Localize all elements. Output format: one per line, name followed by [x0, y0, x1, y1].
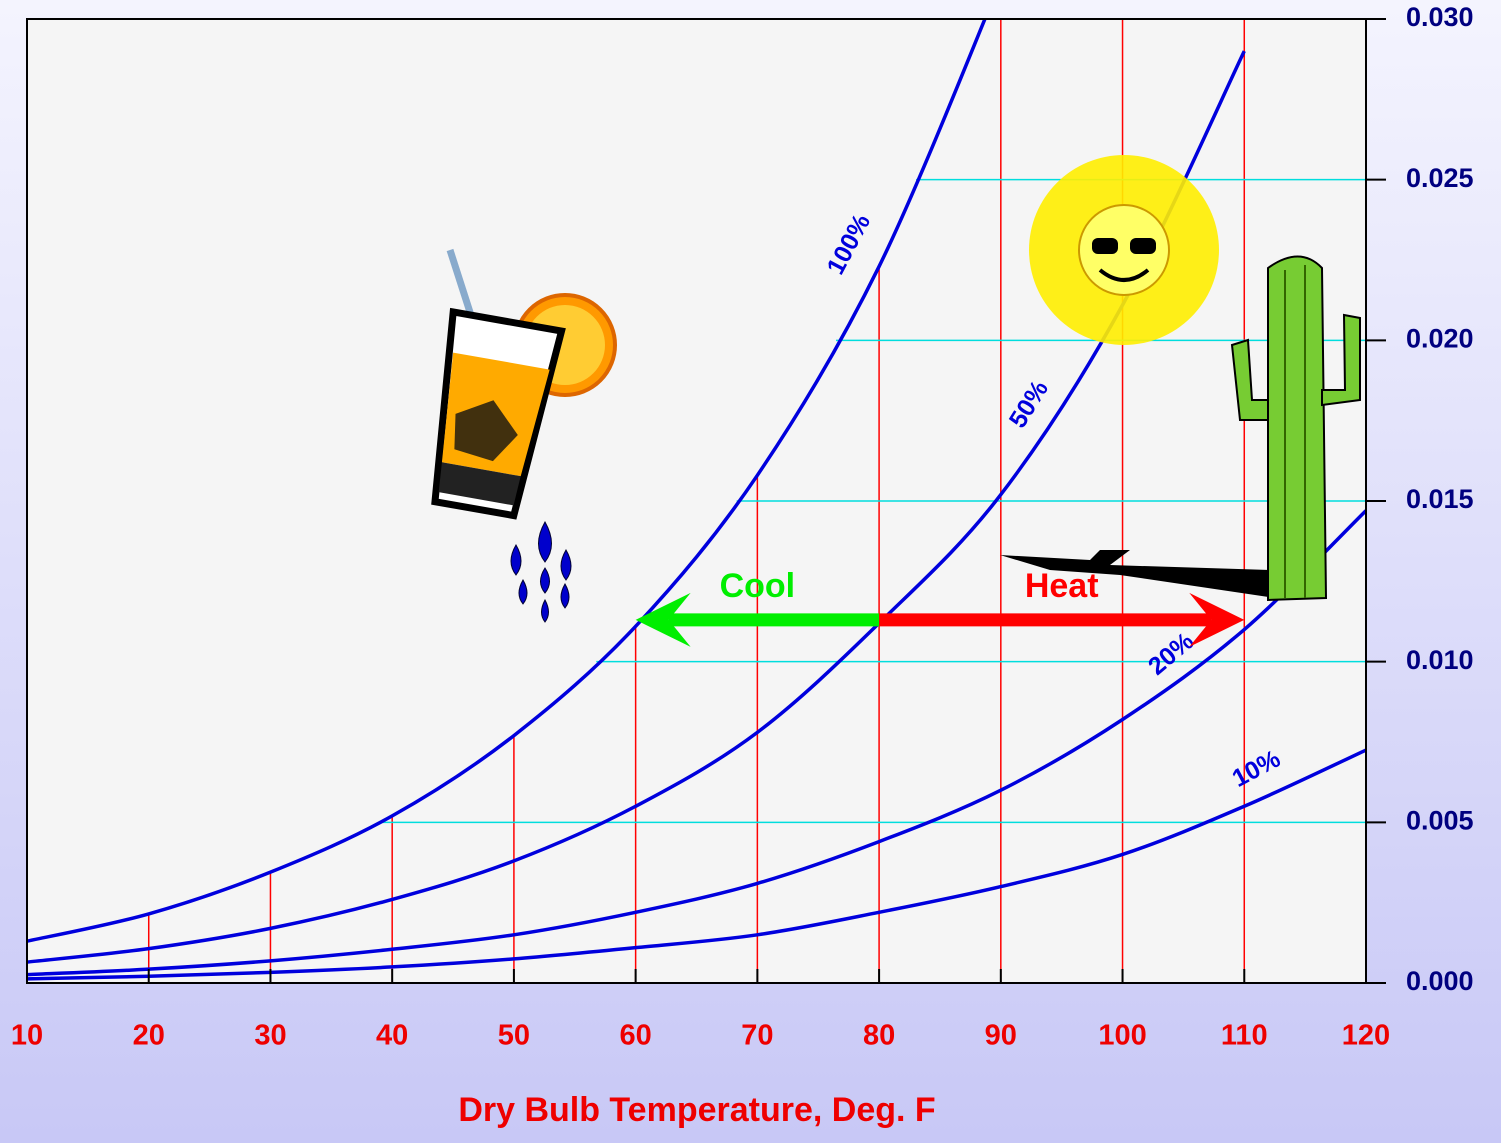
x-tick-label: 10	[11, 1020, 43, 1052]
y-tick-label: 0.015	[1406, 484, 1474, 514]
x-tick-label: 30	[254, 1020, 286, 1052]
x-tick-label: 40	[376, 1020, 408, 1052]
x-tick-label: 110	[1221, 1020, 1268, 1052]
y-tick-label: 0.020	[1406, 323, 1474, 353]
x-tick-label: 100	[1098, 1020, 1146, 1052]
sun-illustration	[1029, 155, 1219, 345]
y-tick-label: 0.000	[1406, 966, 1474, 996]
y-tick-label: 0.030	[1406, 2, 1474, 32]
chart: 100%50%20%10%CoolHeat Dry Bulb Temperatu…	[0, 0, 1501, 1143]
x-tick-label: 90	[985, 1020, 1017, 1052]
x-tick-label: 80	[863, 1020, 895, 1052]
x-axis-title: Dry Bulb Temperature, Deg. F	[458, 1091, 935, 1129]
x-tick-label: 50	[498, 1020, 530, 1052]
annotation-label: Heat	[1025, 567, 1099, 605]
y-tick-label: 0.025	[1406, 163, 1474, 193]
y-tick-label: 0.005	[1406, 805, 1474, 835]
y-tick-label: 0.010	[1406, 645, 1474, 675]
x-tick-label: 60	[620, 1020, 652, 1052]
x-tick-label: 20	[133, 1020, 165, 1052]
x-tick-label: 120	[1342, 1020, 1390, 1052]
annotation-label: Cool	[720, 567, 796, 605]
x-tick-label: 70	[741, 1020, 773, 1052]
